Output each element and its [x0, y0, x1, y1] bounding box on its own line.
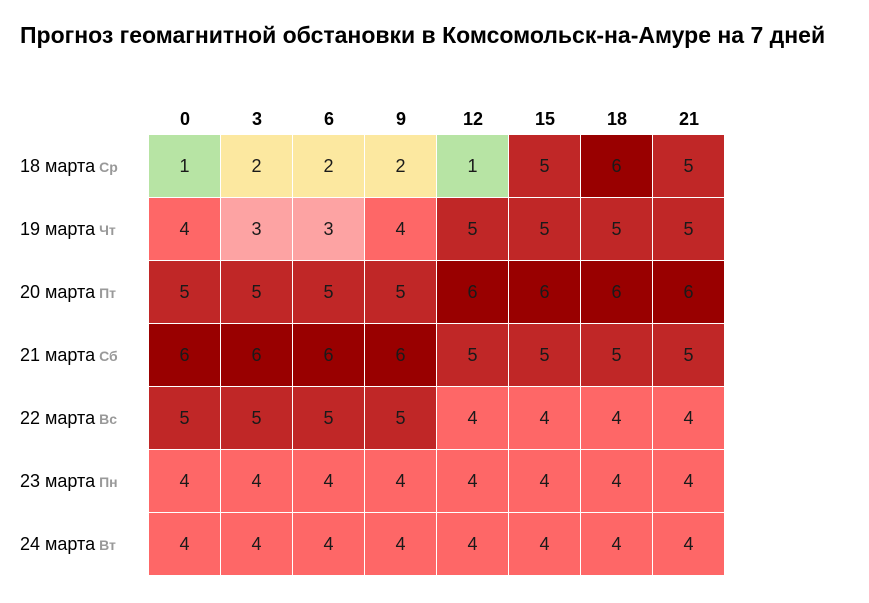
hour-header: 21	[678, 109, 700, 129]
heatmap-cell: 4	[653, 450, 724, 512]
day-date: 19 марта	[20, 219, 96, 239]
heatmap-cell: 1	[149, 135, 220, 197]
hour-header: 3	[251, 109, 262, 129]
heatmap-cell: 6	[509, 261, 580, 323]
heatmap-cell: 4	[581, 450, 652, 512]
day-date: 20 марта	[20, 282, 96, 302]
heatmap-cell: 4	[221, 450, 292, 512]
heatmap-cell: 4	[149, 513, 220, 575]
heatmap-cell: 4	[581, 387, 652, 449]
heatmap-cell: 4	[149, 450, 220, 512]
heatmap-cell: 5	[509, 198, 580, 260]
heatmap-cell: 6	[437, 261, 508, 323]
day-weekday: Пн	[99, 474, 118, 490]
heatmap-cell: 4	[365, 198, 436, 260]
day-weekday: Чт	[99, 222, 116, 238]
heatmap-cell: 6	[581, 261, 652, 323]
day-date: 24 марта	[20, 534, 96, 554]
heatmap-cell: 4	[293, 450, 364, 512]
day-label: 18 марта Ср	[20, 135, 118, 198]
heatmap-cell: 4	[293, 513, 364, 575]
heatmap-cell: 5	[581, 198, 652, 260]
heatmap-cell: 6	[365, 324, 436, 386]
day-label: 20 марта Пт	[20, 261, 116, 324]
heatmap-cell: 5	[365, 261, 436, 323]
heatmap-cell: 5	[221, 387, 292, 449]
page-title: Прогноз геомагнитной обстановки в Комсом…	[20, 22, 826, 48]
day-weekday: Вс	[99, 411, 117, 427]
heatmap-cell: 3	[293, 198, 364, 260]
heatmap-cell: 5	[509, 324, 580, 386]
heatmap-cell: 5	[437, 198, 508, 260]
heatmap-cell: 4	[437, 387, 508, 449]
heatmap-cell: 4	[221, 513, 292, 575]
heatmap-cell: 4	[581, 513, 652, 575]
heatmap-cell: 5	[149, 387, 220, 449]
hour-header: 0	[179, 109, 190, 129]
heatmap-cell: 4	[509, 450, 580, 512]
day-weekday: Вт	[99, 537, 116, 553]
hour-header: 15	[534, 109, 556, 129]
heatmap-cell: 5	[365, 387, 436, 449]
day-date: 21 марта	[20, 345, 96, 365]
heatmap-cell: 6	[293, 324, 364, 386]
heatmap-cell: 6	[149, 324, 220, 386]
day-weekday: Сб	[99, 348, 118, 364]
heatmap-cell: 6	[653, 261, 724, 323]
heatmap-cell: 4	[653, 387, 724, 449]
heatmap-cell: 6	[581, 135, 652, 197]
heatmap-cell: 4	[437, 450, 508, 512]
heatmap-cell: 1	[437, 135, 508, 197]
day-label: 21 марта Сб	[20, 324, 118, 387]
day-date: 22 марта	[20, 408, 96, 428]
heatmap-cell: 5	[581, 324, 652, 386]
day-label: 24 марта Вт	[20, 513, 116, 576]
heatmap-cell: 4	[653, 513, 724, 575]
day-date: 23 марта	[20, 471, 96, 491]
heatmap-cell: 6	[221, 324, 292, 386]
hour-header: 9	[395, 109, 406, 129]
day-date: 18 марта	[20, 156, 96, 176]
heatmap-cell: 2	[221, 135, 292, 197]
heatmap-cell: 5	[221, 261, 292, 323]
heatmap-cell: 5	[653, 198, 724, 260]
heatmap-cell: 5	[293, 387, 364, 449]
heatmap-cell: 4	[365, 450, 436, 512]
day-weekday: Ср	[99, 159, 118, 175]
day-label: 22 марта Вс	[20, 387, 117, 450]
heatmap-cell: 5	[653, 324, 724, 386]
day-weekday: Пт	[99, 285, 116, 301]
heatmap-cell: 4	[509, 513, 580, 575]
heatmap-cell: 5	[149, 261, 220, 323]
heatmap-cell: 5	[653, 135, 724, 197]
heatmap-cell: 2	[293, 135, 364, 197]
heatmap-cell: 5	[509, 135, 580, 197]
heatmap-cell: 4	[365, 513, 436, 575]
hour-header: 18	[606, 109, 628, 129]
heatmap-cell: 3	[221, 198, 292, 260]
hour-header: 12	[462, 109, 484, 129]
day-label: 23 марта Пн	[20, 450, 118, 513]
heatmap-cell: 5	[293, 261, 364, 323]
heatmap-cell: 4	[149, 198, 220, 260]
heatmap-cell: 2	[365, 135, 436, 197]
day-label: 19 марта Чт	[20, 198, 116, 261]
heatmap-cell: 4	[509, 387, 580, 449]
heatmap-cell: 5	[437, 324, 508, 386]
heatmap-cell: 4	[437, 513, 508, 575]
hour-header: 6	[323, 109, 334, 129]
